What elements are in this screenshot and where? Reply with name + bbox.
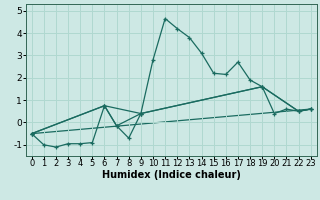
X-axis label: Humidex (Indice chaleur): Humidex (Indice chaleur) [102,170,241,180]
